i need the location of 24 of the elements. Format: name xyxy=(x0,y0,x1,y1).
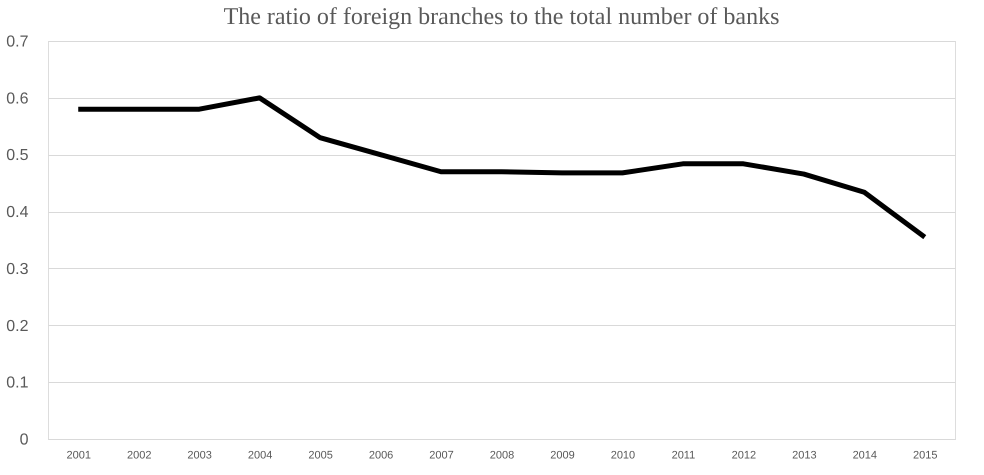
x-tick-label: 2006 xyxy=(368,450,394,462)
y-tick-label: 0.3 xyxy=(6,260,29,278)
x-tick-label: 2003 xyxy=(187,450,212,462)
x-tick-label: 2007 xyxy=(429,450,454,462)
x-tick-label: 2005 xyxy=(308,450,333,462)
x-tick-label: 2015 xyxy=(913,450,938,462)
x-tick-label: 2001 xyxy=(66,450,91,462)
y-tick-label: 0 xyxy=(20,432,29,448)
x-tick-label: 2008 xyxy=(490,450,514,462)
y-tick-label: 0.6 xyxy=(6,90,29,108)
y-tick-label: 0.4 xyxy=(6,204,29,222)
y-tick-label: 0.1 xyxy=(6,374,29,392)
chart-title: The ratio of foreign branches to the total number of banks xyxy=(224,4,780,30)
x-tick-label: 2009 xyxy=(550,450,575,462)
x-tick-label: 2013 xyxy=(792,450,817,462)
x-tick-label: 2002 xyxy=(126,450,152,462)
y-tick-label: 0.7 xyxy=(6,34,29,50)
x-tick-label: 2004 xyxy=(248,450,272,462)
x-tick-label: 2014 xyxy=(852,450,878,462)
x-tick-label: 2012 xyxy=(732,450,756,462)
y-tick-label: 0.5 xyxy=(6,147,29,164)
y-tick-label: 0.2 xyxy=(6,318,29,335)
x-tick-label: 2011 xyxy=(672,450,696,462)
x-tick-label: 2010 xyxy=(610,450,636,462)
